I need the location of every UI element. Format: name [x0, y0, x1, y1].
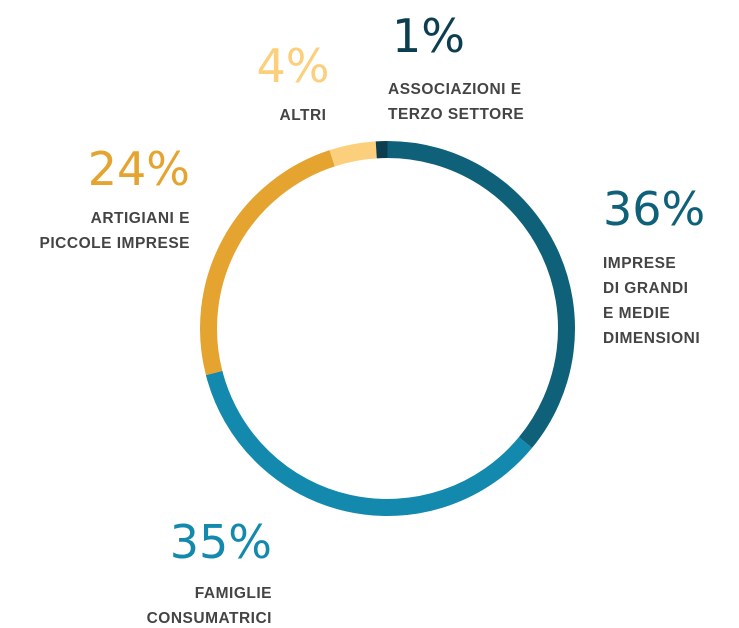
category-label: FAMIGLIE [195, 585, 272, 602]
value-label: 35% [170, 515, 272, 569]
category-label: DIMENSIONI [603, 330, 700, 347]
category-label: IMPRESE [603, 255, 676, 272]
category-label: ASSOCIAZIONI E [388, 81, 522, 98]
value-label: 24% [88, 142, 190, 196]
category-label: TERZO SETTORE [388, 106, 524, 123]
category-label: E MEDIE [603, 305, 670, 322]
value-label: 1% [392, 9, 465, 63]
category-label: ALTRI [280, 107, 327, 124]
category-label: ARTIGIANI E [91, 210, 190, 227]
value-label: 36% [603, 182, 705, 236]
value-label: 4% [257, 39, 330, 93]
category-label: CONSUMATRICI [147, 610, 272, 627]
category-label: PICCOLE IMPRESE [40, 235, 190, 252]
donut-segment [329, 141, 377, 167]
donut-segment [200, 150, 335, 376]
category-label: DI GRANDI [603, 280, 688, 297]
donut-segment [205, 370, 532, 516]
donut-segment [387, 141, 575, 449]
